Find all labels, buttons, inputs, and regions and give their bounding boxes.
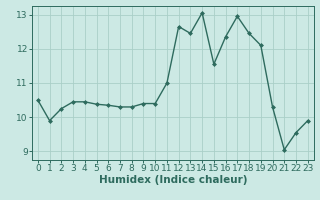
X-axis label: Humidex (Indice chaleur): Humidex (Indice chaleur) — [99, 175, 247, 185]
